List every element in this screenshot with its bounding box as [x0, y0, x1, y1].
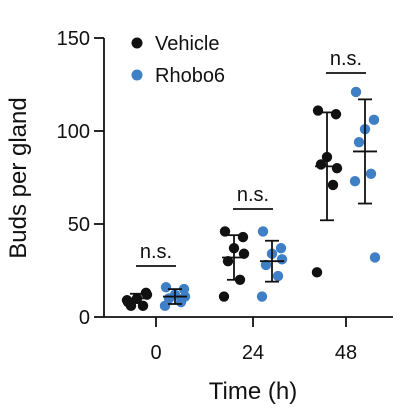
- data-point: [160, 282, 172, 293]
- data-point: [275, 242, 287, 254]
- significance-label: n.s.: [330, 48, 362, 70]
- y-tick-label: 50: [68, 214, 90, 236]
- x-axis-title: Time (h): [209, 378, 297, 405]
- data-point: [312, 105, 324, 116]
- data-point: [311, 267, 323, 278]
- data-point: [365, 168, 377, 179]
- data-point: [159, 300, 171, 312]
- data-point: [368, 114, 380, 126]
- x-tick-label: 48: [335, 342, 357, 364]
- legend-marker: [131, 69, 143, 81]
- significance-label: n.s.: [140, 241, 172, 263]
- legend-marker: [131, 37, 143, 49]
- data-point: [349, 176, 361, 187]
- x-tick-label: 0: [150, 342, 161, 364]
- data-point: [331, 163, 343, 174]
- data-point: [260, 259, 272, 271]
- data-point: [330, 109, 342, 120]
- data-point: [350, 86, 362, 98]
- x-tick-label: 24: [242, 342, 264, 364]
- data-point: [256, 291, 268, 302]
- y-tick-label: 0: [79, 307, 90, 329]
- data-point: [237, 231, 249, 243]
- y-axis-title: Buds per gland: [5, 97, 32, 258]
- significance-label: n.s.: [237, 184, 269, 206]
- legend-label: Rhobo6: [155, 65, 225, 87]
- data-point: [222, 256, 234, 267]
- legend-label: Vehicle: [155, 33, 220, 55]
- y-tick-label: 100: [57, 121, 90, 143]
- data-point: [257, 226, 269, 237]
- data-point: [369, 252, 381, 263]
- data-point: [141, 289, 153, 300]
- data-point: [238, 248, 250, 259]
- data-point: [276, 254, 288, 265]
- data-point: [315, 159, 327, 170]
- chart-marks: 0 50 100 150 0 24 48 n.s. n.s. n.s. Vehicle Rhobo6: [57, 28, 381, 364]
- data-point: [327, 179, 339, 191]
- y-tick-label: 150: [57, 28, 90, 50]
- data-point: [353, 136, 365, 148]
- data-point: [272, 270, 284, 282]
- data-point: [218, 291, 230, 302]
- data-point: [219, 226, 231, 237]
